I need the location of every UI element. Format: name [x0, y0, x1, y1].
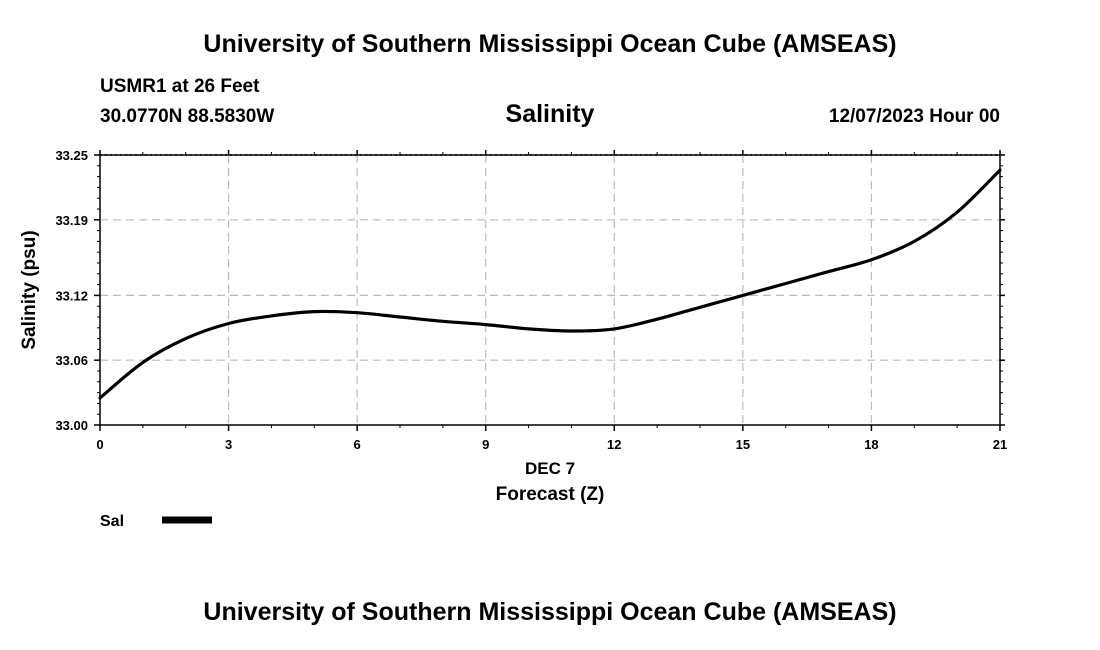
y-axis-ticks: 33.00 33.06 33.12 33.19 33.25	[55, 148, 1005, 433]
footer-title: University of Southern Mississippi Ocean…	[203, 598, 897, 626]
minor-ticks	[97, 152, 1003, 428]
x-tick-label: 9	[482, 437, 489, 452]
chart-title: Salinity	[505, 100, 595, 128]
y-tick-label: 33.00	[55, 418, 88, 433]
coordinates-label: 30.0770N 88.5830W	[100, 106, 275, 127]
x-tick-label: 21	[993, 437, 1007, 452]
page-title: University of Southern Mississippi Ocean…	[203, 30, 897, 58]
x-axis-label: Forecast (Z)	[496, 484, 605, 505]
x-tick-label: 3	[225, 437, 232, 452]
y-tick-label: 33.12	[55, 288, 88, 303]
x-axis-ticks: 0 3 6 9 12 15 18 21	[96, 150, 1007, 452]
legend-label: Sal	[100, 513, 124, 530]
grid-lines	[100, 154, 1000, 425]
x-tick-label: 0	[96, 437, 103, 452]
x-axis-date-label: DEC 7	[525, 459, 575, 478]
x-tick-label: 6	[354, 437, 361, 452]
timestamp-label: 12/07/2023 Hour 00	[828, 106, 1000, 127]
y-axis-label: Salinity (psu)	[19, 230, 40, 349]
y-tick-label: 33.25	[55, 148, 88, 163]
x-tick-label: 15	[736, 437, 750, 452]
y-tick-label: 33.19	[55, 213, 88, 228]
series-line-sal	[98, 168, 1002, 400]
plot-frame	[99, 154, 1001, 426]
x-tick-label: 12	[607, 437, 621, 452]
station-label: USMR1 at 26 Feet	[100, 76, 260, 97]
y-tick-label: 33.06	[55, 353, 88, 368]
x-tick-label: 18	[864, 437, 878, 452]
